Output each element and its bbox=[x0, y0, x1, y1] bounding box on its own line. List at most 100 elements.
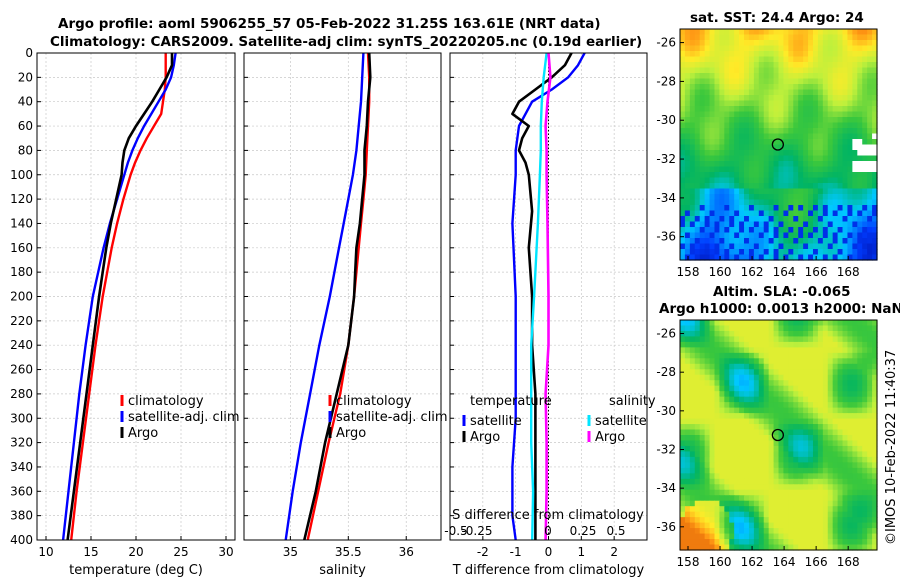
map-cell bbox=[872, 56, 878, 63]
map-cell bbox=[832, 238, 839, 245]
map-cell bbox=[862, 238, 868, 245]
map-cell bbox=[744, 117, 750, 124]
map-cell bbox=[680, 539, 686, 546]
map-cell bbox=[699, 435, 706, 442]
map-cell bbox=[793, 40, 799, 47]
map-cell bbox=[699, 238, 706, 245]
map-cell bbox=[862, 539, 868, 546]
legend-temperature-title: temperature bbox=[470, 394, 552, 409]
map-cell bbox=[862, 467, 868, 474]
map-cell bbox=[763, 155, 770, 162]
map-cell bbox=[812, 177, 819, 184]
map-cell bbox=[867, 320, 873, 327]
map-cell bbox=[788, 155, 794, 162]
map-cell bbox=[684, 106, 691, 113]
map-cell bbox=[709, 347, 716, 354]
map-cell bbox=[714, 73, 720, 80]
map-cell bbox=[842, 238, 849, 245]
map-cell bbox=[694, 122, 701, 129]
map-cell bbox=[867, 89, 873, 96]
map-cell bbox=[867, 111, 873, 118]
map-cell bbox=[872, 34, 878, 41]
map-cell bbox=[832, 166, 839, 173]
series-line-argo bbox=[66, 53, 174, 541]
map-cell bbox=[847, 221, 853, 228]
map-cell bbox=[714, 325, 720, 332]
map-cell bbox=[768, 155, 775, 162]
map-cell bbox=[748, 363, 755, 370]
map-y-tick-label: -34 bbox=[656, 191, 676, 205]
map-cell bbox=[808, 95, 814, 102]
map-cell bbox=[704, 396, 711, 403]
map-cell bbox=[734, 528, 740, 535]
y-tick-label: 280 bbox=[10, 387, 33, 401]
map-cell bbox=[872, 210, 878, 217]
map-cell bbox=[773, 40, 780, 47]
map-cell bbox=[719, 363, 725, 370]
map-cell bbox=[763, 238, 770, 245]
y-tick-label: 240 bbox=[10, 338, 33, 352]
map-cell bbox=[832, 150, 839, 157]
map-cell bbox=[798, 221, 804, 228]
map-cell bbox=[734, 418, 740, 425]
map-cell bbox=[817, 402, 824, 409]
map-cell bbox=[778, 413, 785, 420]
map-cell bbox=[837, 166, 844, 173]
map-cell bbox=[763, 67, 770, 74]
map-cell bbox=[847, 133, 853, 140]
map-cell bbox=[812, 418, 819, 425]
map-y-tick-label: -28 bbox=[656, 74, 676, 88]
map-cell bbox=[808, 249, 814, 256]
map-cell bbox=[812, 413, 819, 420]
map-cell bbox=[719, 336, 725, 343]
map-cell bbox=[704, 73, 711, 80]
map-cell bbox=[748, 128, 755, 135]
map-cell bbox=[680, 402, 686, 409]
map-cell bbox=[709, 89, 716, 96]
map-cell bbox=[773, 418, 780, 425]
map-cell bbox=[822, 473, 829, 480]
map-cell bbox=[753, 539, 760, 546]
map-cell bbox=[778, 133, 785, 140]
map-cell bbox=[798, 320, 804, 327]
map-cell bbox=[694, 456, 701, 463]
map-cell bbox=[758, 95, 765, 102]
map-cell bbox=[803, 161, 809, 168]
map-cell bbox=[803, 528, 809, 535]
map-cell bbox=[699, 511, 706, 518]
map-cell bbox=[812, 374, 819, 381]
map-cell bbox=[837, 391, 844, 398]
map-cell bbox=[748, 194, 755, 201]
map-cell bbox=[709, 489, 716, 496]
map-cell bbox=[798, 325, 804, 332]
map-cell bbox=[694, 62, 701, 69]
map-cell bbox=[684, 238, 691, 245]
map-cell bbox=[812, 106, 819, 113]
map-cell bbox=[857, 155, 863, 162]
map-cell bbox=[803, 166, 809, 173]
map-cell bbox=[748, 172, 755, 179]
map-cell bbox=[808, 199, 814, 206]
map-cell bbox=[788, 73, 794, 80]
map-cell bbox=[699, 194, 706, 201]
map-cell bbox=[862, 150, 868, 157]
map-cell bbox=[832, 500, 839, 507]
map-cell bbox=[862, 522, 868, 529]
map-cell bbox=[847, 227, 853, 234]
map-cell bbox=[793, 205, 799, 212]
map-cell bbox=[724, 374, 730, 381]
map-cell bbox=[744, 418, 750, 425]
map-cell bbox=[773, 78, 780, 85]
map-cell bbox=[734, 144, 740, 151]
map-cell bbox=[803, 238, 809, 245]
map-cell bbox=[837, 500, 844, 507]
map-cell bbox=[847, 144, 853, 151]
y-tick-label: 20 bbox=[18, 70, 33, 84]
map-cell bbox=[857, 161, 863, 168]
argo-position-marker bbox=[771, 428, 785, 442]
map-cell bbox=[719, 435, 725, 442]
map-cell bbox=[822, 369, 829, 376]
map-cell bbox=[852, 544, 858, 551]
map-cell bbox=[817, 511, 824, 518]
